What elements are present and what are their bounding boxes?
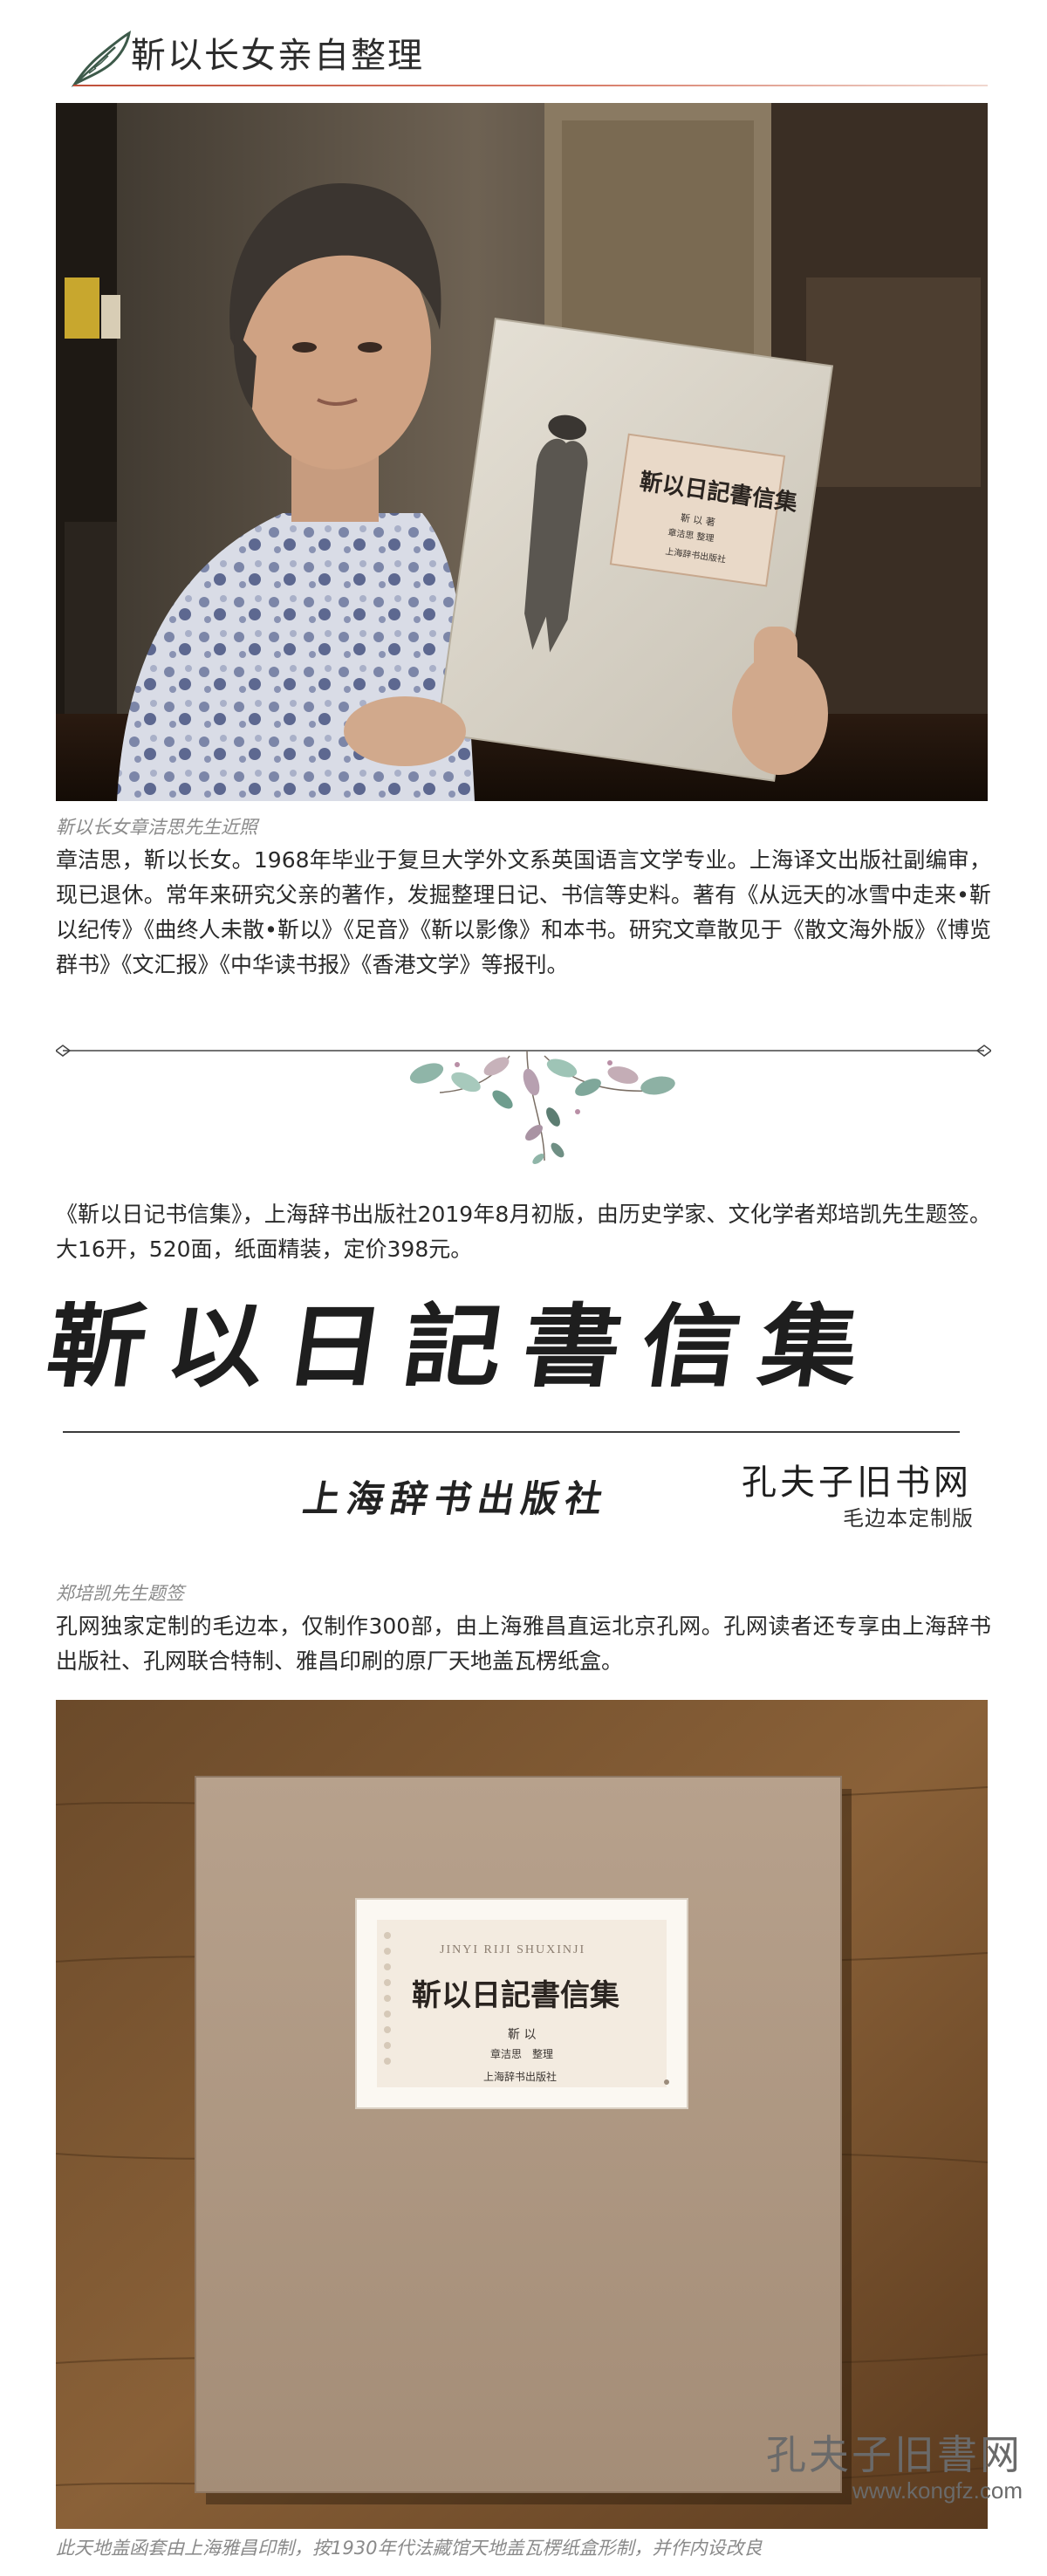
brand-subtitle: 毛边本定制版 bbox=[843, 1506, 974, 1531]
title-calligraphy: 靳以日記書信集 上海辞书出版社 孔夫子旧书网 毛边本定制版 bbox=[41, 1283, 991, 1545]
calligraphy-book-title: 靳以日記書信集 bbox=[41, 1294, 887, 1400]
slipcase-photo: JINYI RIJI SHUXINJI 靳以日記書信集 靳 以 章洁思 整理 上… bbox=[56, 1700, 988, 2529]
label-title: 靳以日記書信集 bbox=[412, 1978, 619, 2013]
label-editor: 章洁思 整理 bbox=[490, 2047, 553, 2060]
svg-text:靳 以 著: 靳 以 著 bbox=[680, 511, 716, 528]
book-info-paragraph: 《靳以日记书信集》，上海辞书出版社2019年8月初版，由历史学家、文化学者郑培凯… bbox=[56, 1202, 991, 1262]
page-title: 靳以长女亲自整理 bbox=[131, 36, 424, 76]
feather-pen-icon bbox=[71, 31, 132, 87]
author-bio-paragraph: 章洁思，靳以长女。1968年毕业于复旦大学外文系英国语言文学专业。上海译文出版社… bbox=[56, 847, 991, 977]
publisher-calligraphy: 上海辞书出版社 bbox=[299, 1477, 613, 1520]
portrait-photo: 靳以日記書信集 靳 以 著 章洁思 整理 上海辞书出版社 bbox=[56, 103, 988, 801]
label-publisher: 上海辞书出版社 bbox=[483, 2070, 557, 2083]
watermark-brand: 孔夫子旧書网 bbox=[766, 2431, 1023, 2478]
watermark-url: www.kongfz.com bbox=[852, 2477, 1023, 2504]
floral-divider bbox=[56, 1045, 991, 1164]
label-pinyin: JINYI RIJI SHUXINJI bbox=[440, 1943, 585, 1956]
calligraphy-caption: 郑培凯先生题签 bbox=[56, 1583, 184, 1604]
edition-info-paragraph: 孔网独家定制的毛边本，仅制作300部，由上海雅昌直运北京孔网。孔网读者还专享由上… bbox=[56, 1613, 991, 1674]
slipcase-caption: 此天地盖函套由上海雅昌印制，按1930年代法藏馆天地盖瓦楞纸盒形制，并作内设改良 bbox=[56, 2538, 763, 2559]
header-underline bbox=[73, 85, 988, 86]
portrait-caption: 靳以长女章洁思先生近照 bbox=[56, 817, 257, 838]
label-author: 靳 以 bbox=[508, 2028, 536, 2042]
page-header: 靳以长女亲自整理 bbox=[0, 0, 1047, 96]
brand-logo: 孔夫子旧书网 bbox=[742, 1463, 972, 1503]
kongfz-watermark: 孔夫子旧書网 www.kongfz.com bbox=[766, 2423, 1023, 2504]
calligraphy-rule bbox=[63, 1431, 960, 1433]
leaf-ornament-icon bbox=[409, 1050, 675, 1164]
